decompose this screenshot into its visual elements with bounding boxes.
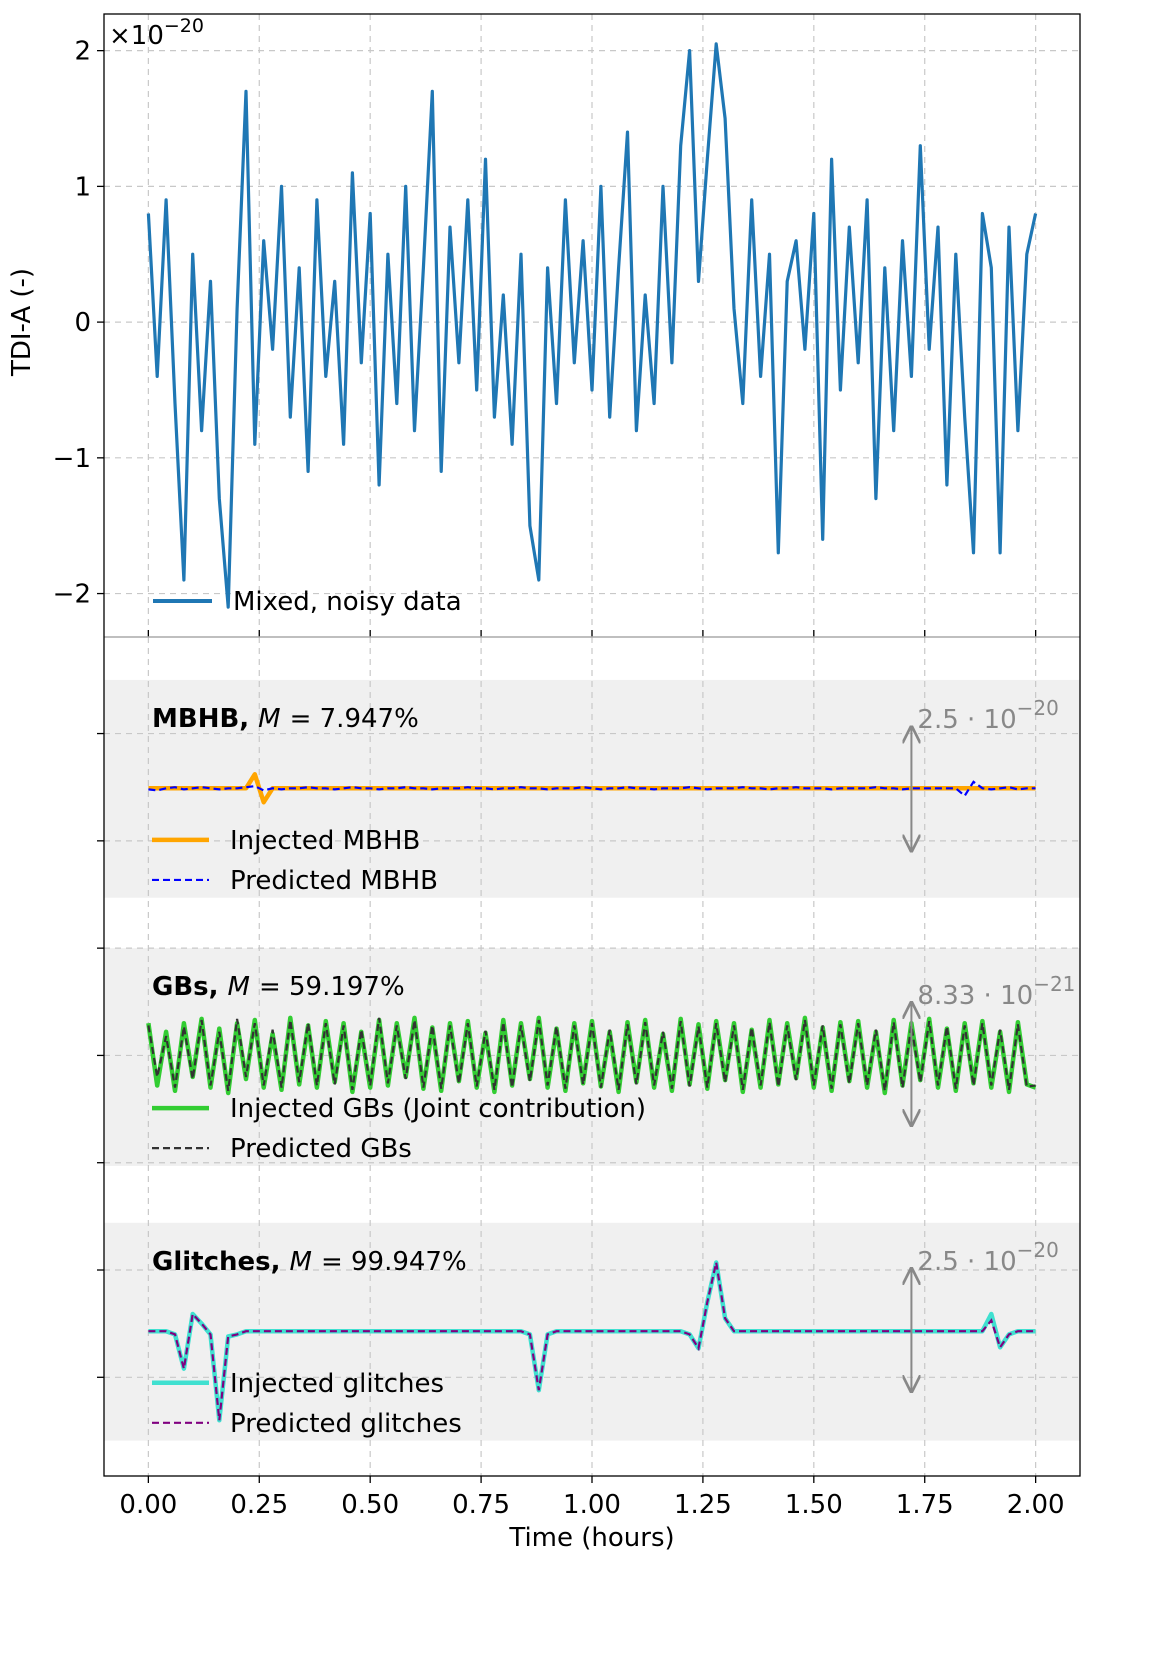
x-tick-label: 0.25 [230,1490,288,1520]
x-axis-label: Time (hours) [508,1523,674,1553]
panel-title-name: Glitches, [152,1247,281,1277]
scale-bar-exponent: −20 [1017,1238,1059,1262]
x-tick-label: 1.00 [563,1490,621,1520]
y-tick-label: −1 [53,444,91,474]
legend-label: Injected GBs (Joint contribution) [230,1094,646,1124]
x-tick-label: 2.00 [1007,1490,1065,1520]
x-tick-label: 1.75 [896,1490,954,1520]
y-tick-label: −2 [53,580,91,610]
data-line [146,42,1038,609]
legend-label: Predicted glitches [230,1409,462,1439]
legend-label: Predicted GBs [230,1134,412,1164]
scale-bar-label: 8.33 · 10−21 [917,972,1075,1011]
scale-bar-label: 2.5 · 10−20 [917,1238,1058,1277]
scale-bar-base: 8.33 · 10 [917,981,1033,1011]
axes-frame [103,13,1081,1477]
x-tick-label: 0.00 [119,1490,177,1520]
scale-bar-base: 2.5 · 10 [917,705,1016,735]
legend-label: Injected glitches [230,1369,444,1399]
panel-title-value: = 7.947% [290,704,419,734]
scale-bar-label: 2.5 · 10−20 [917,696,1058,735]
y-axis-label: TDI-A (-) [7,268,37,377]
y-tick-label: 0 [74,308,91,338]
data-line [147,1017,1036,1091]
x-tick-label: 0.75 [452,1490,510,1520]
panel-title: Glitches, M = 99.947% [152,1247,467,1277]
y-tick-label: 1 [74,172,91,202]
panel-title: GBs, M = 59.197% [152,972,405,1002]
panel-title-name: GBs, [152,972,219,1002]
panel-title-value: = 99.947% [321,1247,467,1277]
data-line [148,1262,1036,1421]
legend-label: Injected MBHB [230,826,420,856]
panel-title: MBHB, M = 7.947% [152,704,419,734]
y-tick-label: 2 [74,37,91,67]
data-line [146,1015,1037,1096]
panel-title-metric: M [290,1247,312,1277]
offset-base: ×10 [109,21,164,51]
x-tick-label: 1.50 [785,1490,843,1520]
plot-layer: −2 −1 0 1 2 Mixed, noisy data 0.00 0.25 0.50 0.75… [53,14,1080,1520]
panel-title-metric: M [228,972,250,1002]
scale-bar-exponent: −21 [1033,972,1075,996]
panel-title-name: MBHB, [152,704,249,734]
offset-label: ×10−20 [109,15,204,51]
data-line [148,772,1036,805]
scale-bar-base: 2.5 · 10 [917,1247,1016,1277]
scale-bar-exponent: −20 [1017,696,1059,720]
legend-label: Mixed, noisy data [233,587,462,617]
legend-label: Predicted MBHB [230,866,438,896]
x-tick-label: 1.25 [674,1490,732,1520]
panel-title-value: = 59.197% [259,972,405,1002]
panel-title-metric: M [258,704,280,734]
offset-exponent: −20 [164,15,204,37]
x-tick-label: 0.50 [341,1490,399,1520]
